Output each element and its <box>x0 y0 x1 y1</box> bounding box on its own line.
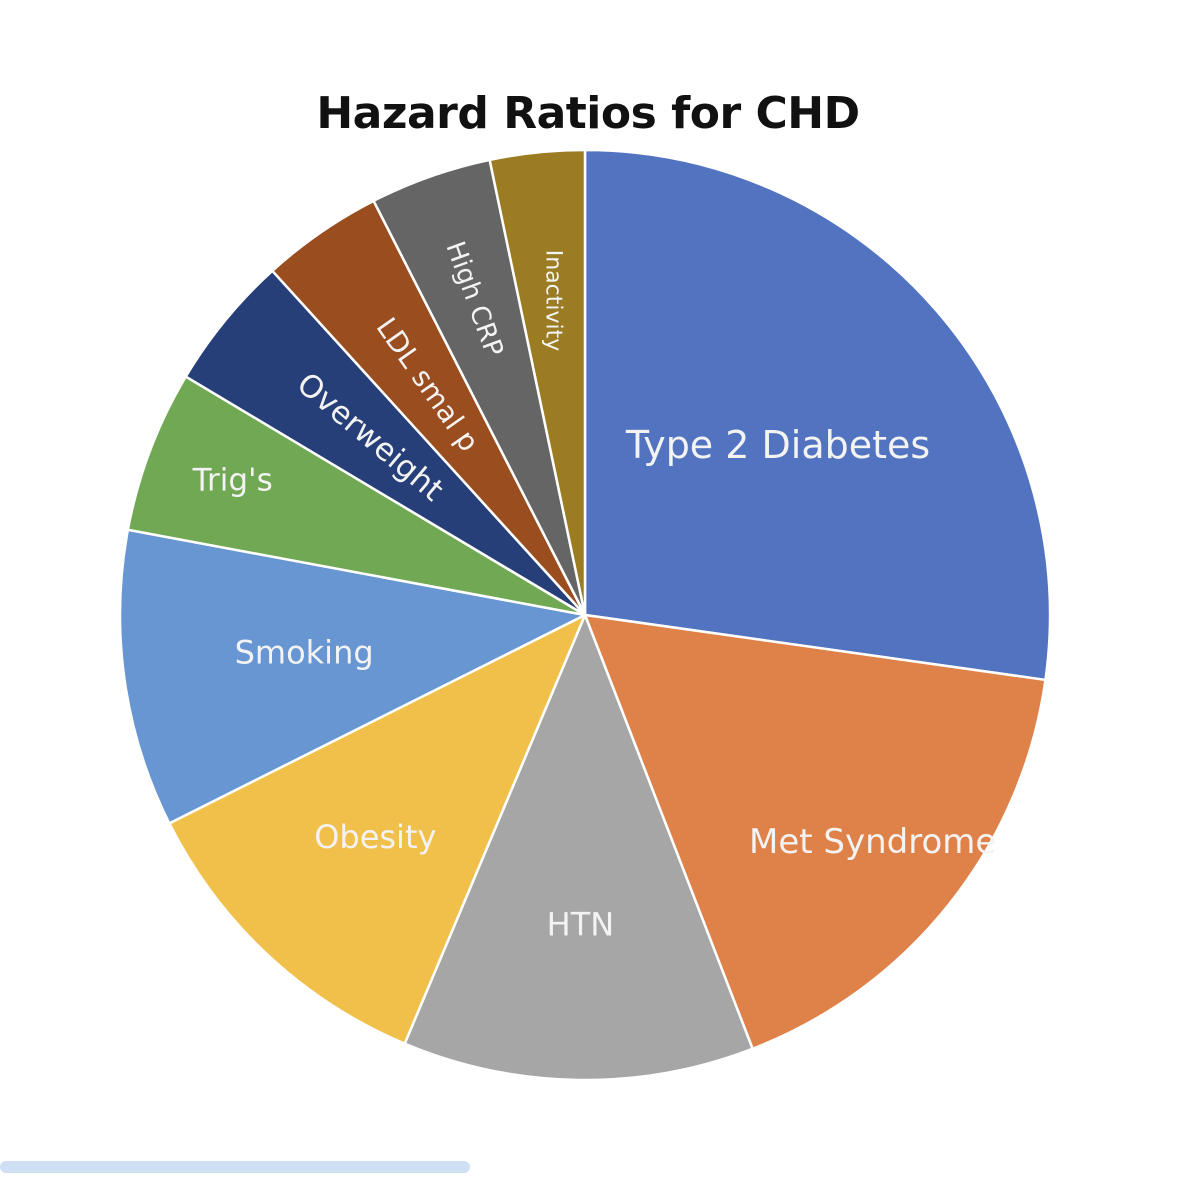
slice-label-trig-s: Trig's <box>192 462 273 498</box>
slice-smoking <box>118 528 587 825</box>
horizontal-scrollbar[interactable] <box>0 1161 470 1173</box>
chart-title: Hazard Ratios for CHD <box>316 88 860 139</box>
slice-type-2-diabetes <box>583 148 1052 682</box>
slice-inactivity <box>488 148 587 617</box>
slice-label-met-syndrome: Met Syndrome <box>749 822 996 862</box>
slice-label-type-2-diabetes: Type 2 Diabetes <box>625 423 930 467</box>
pie-slices <box>118 148 1052 1082</box>
slice-label-obesity: Obesity <box>314 818 436 856</box>
slice-label-smoking: Smoking <box>235 634 374 672</box>
slice-htn <box>403 613 754 1082</box>
slice-trig-s <box>126 375 587 617</box>
slice-label-htn: HTN <box>547 906 615 944</box>
slice-met-syndrome <box>583 613 1047 1050</box>
slice-label-inactivity: Inactivity <box>540 250 565 352</box>
slice-obesity <box>168 613 587 1045</box>
